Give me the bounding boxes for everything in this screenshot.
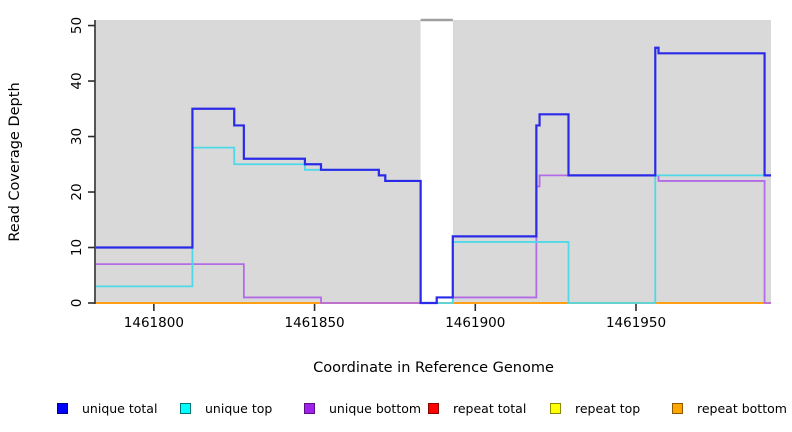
- legend-item-repeat-total: repeat total: [428, 399, 526, 417]
- x-tick-label: 1461900: [445, 315, 505, 331]
- legend-swatch-repeat-top: [550, 402, 561, 414]
- y-tick-label: 40: [69, 72, 85, 89]
- y-axis-label: Read Coverage Depth: [7, 82, 23, 242]
- legend-swatch-unique-top: [180, 402, 191, 414]
- x-tick-label: 1461800: [124, 315, 184, 331]
- y-tick-label: 50: [69, 17, 85, 34]
- legend-label: repeat top: [575, 400, 641, 416]
- plot-area-left: [96, 20, 421, 303]
- x-tick-label: 1461850: [285, 315, 345, 331]
- chart-legend: unique total unique top unique bottom repea…: [0, 399, 792, 419]
- series-unique-total-line: [96, 46, 771, 305]
- coverage-gap-region: [420, 21, 453, 303]
- legend-swatch-repeat-bottom: [672, 402, 683, 414]
- y-tick-label: 20: [69, 183, 85, 200]
- legend-label: unique bottom: [329, 400, 422, 416]
- legend-swatch-unique-total: [57, 402, 68, 414]
- x-tick-label: 1461950: [606, 315, 666, 331]
- legend-item-repeat-bottom: repeat bottom: [672, 399, 787, 417]
- legend-item-repeat-top: repeat top: [550, 399, 640, 417]
- y-tick-label: 30: [69, 128, 85, 145]
- legend-swatch-unique-bottom: [304, 402, 315, 414]
- legend-label: unique top: [205, 400, 273, 416]
- y-tick-label: 0: [69, 299, 85, 308]
- plot-area-right: [452, 20, 771, 303]
- legend-label: unique total: [82, 400, 158, 416]
- legend-swatch-repeat-total: [428, 402, 439, 414]
- legend-item-unique-total: unique total: [57, 399, 157, 417]
- plot-canvas: 0 10 20 30 40 50 1461800 1461850 1461900 1461950: [69, 17, 771, 331]
- legend-item-unique-bottom: unique bottom: [304, 399, 421, 417]
- x-axis-label: Coordinate in Reference Genome: [313, 360, 554, 376]
- legend-item-unique-top: unique top: [180, 399, 272, 417]
- legend-label: repeat total: [453, 400, 527, 416]
- legend-label: repeat bottom: [697, 400, 787, 416]
- y-tick-label: 10: [69, 239, 85, 256]
